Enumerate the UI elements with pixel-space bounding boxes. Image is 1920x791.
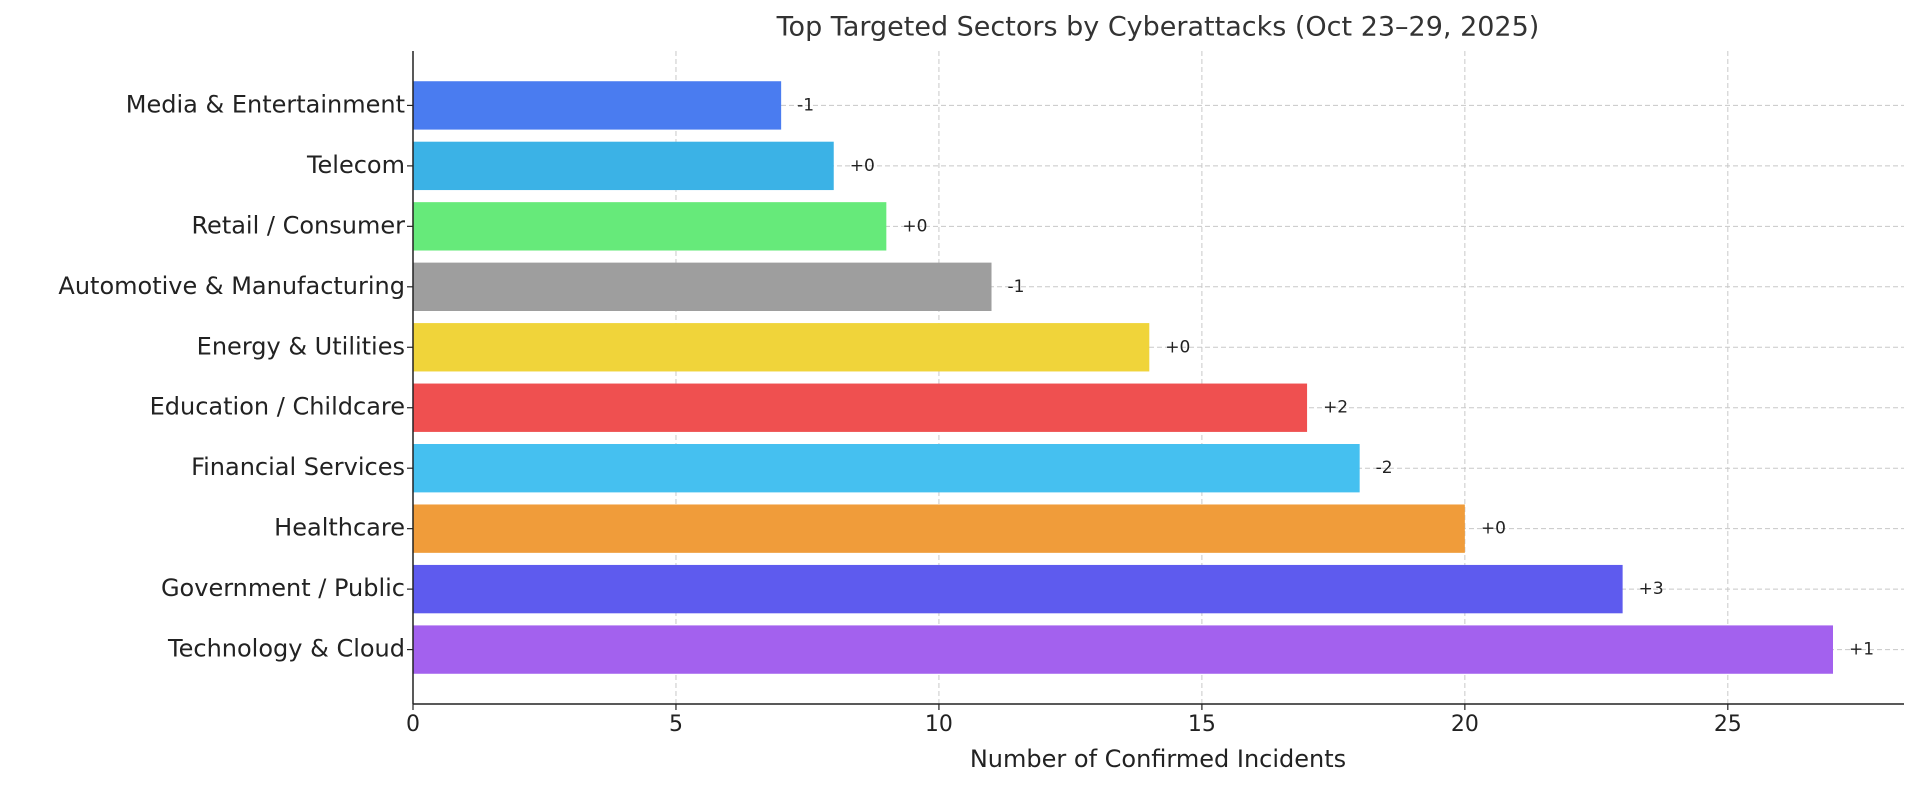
y-tick-label: Healthcare <box>274 514 405 542</box>
bar <box>413 323 1150 372</box>
bar <box>413 262 992 311</box>
x-tick-label: 0 <box>406 712 420 737</box>
change-label: +0 <box>902 216 927 236</box>
y-tick-label: Education / Childcare <box>150 393 405 421</box>
x-axis-label: Number of Confirmed Incidents <box>970 745 1346 773</box>
y-tick-label: Media & Entertainment <box>126 90 405 118</box>
x-tick-label: 10 <box>925 712 953 737</box>
y-tick-label: Financial Services <box>191 453 405 481</box>
bar <box>413 564 1623 614</box>
bar <box>413 383 1308 432</box>
bar <box>413 444 1360 493</box>
change-label: -1 <box>1008 277 1025 297</box>
y-tick-label: Telecom <box>306 151 405 179</box>
y-tick-label: Energy & Utilities <box>197 332 405 360</box>
y-tick-label: Technology & Cloud <box>167 635 405 663</box>
y-tick-label: Retail / Consumer <box>191 211 405 239</box>
change-label: +3 <box>1639 579 1664 599</box>
bar <box>413 504 1465 553</box>
x-tick-label: 25 <box>1714 712 1742 737</box>
bar <box>413 625 1833 674</box>
change-label: +1 <box>1849 640 1874 660</box>
bar <box>413 202 887 251</box>
change-label: -1 <box>797 95 814 115</box>
change-label: +2 <box>1323 398 1348 418</box>
change-label: +0 <box>1481 519 1506 539</box>
bar <box>413 81 782 130</box>
x-tick-label: 15 <box>1188 712 1216 737</box>
x-tick-label: 20 <box>1451 712 1479 737</box>
change-label: +0 <box>1165 337 1190 357</box>
x-tick-label: 5 <box>669 712 683 737</box>
y-tick-label: Automotive & Manufacturing <box>58 272 405 300</box>
change-label: -2 <box>1376 458 1393 478</box>
change-label: +0 <box>850 156 875 176</box>
bar <box>413 141 834 191</box>
y-tick-label: Government / Public <box>161 574 405 602</box>
chart-title: Top Targeted Sectors by Cyberattacks (Oc… <box>776 12 1540 43</box>
